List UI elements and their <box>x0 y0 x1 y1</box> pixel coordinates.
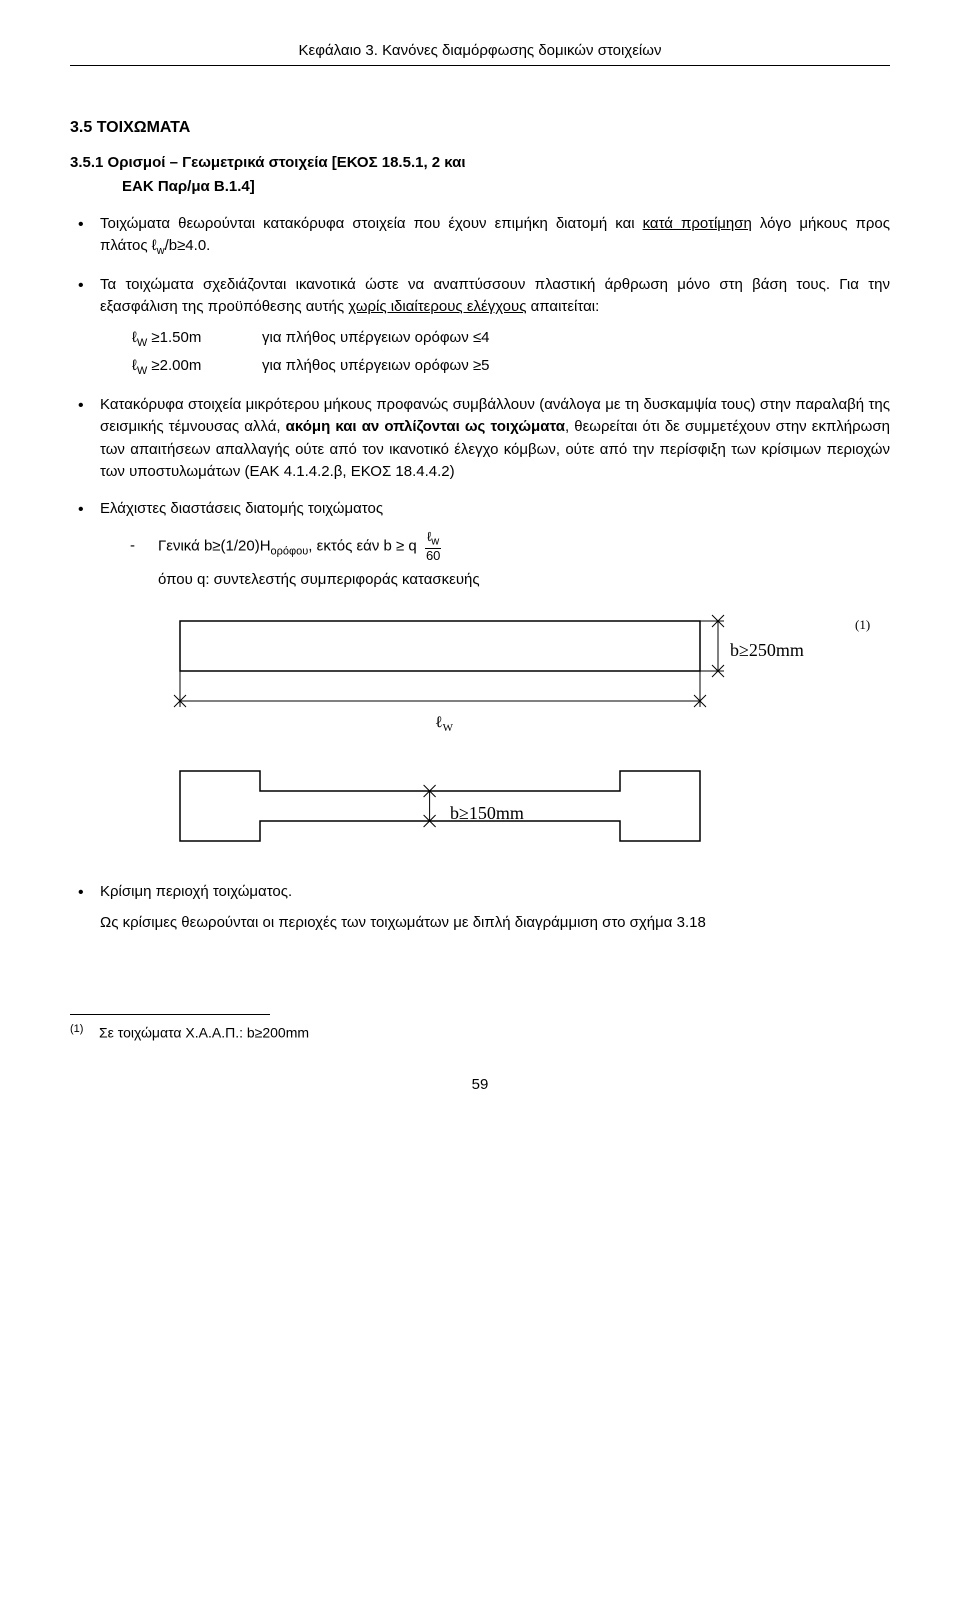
dash-subitem: - Γενικά b≥(1/20)Ηορόφου, εκτός εάν b ≥ … <box>130 530 890 563</box>
svg-text:(1): (1) <box>855 617 870 632</box>
condition-right: για πλήθος υπέργειων ορόφων ≤4 <box>262 327 890 352</box>
condition-row: ℓW ≥1.50m για πλήθος υπέργειων ορόφων ≤4 <box>132 327 890 352</box>
text: Γενικά b≥(1/20)Ηορόφου, εκτός εάν b ≥ q … <box>158 530 445 563</box>
text: Τοιχώματα θεωρούνται κατακόρυφα στοιχεία… <box>100 215 643 232</box>
bullet-item-1: Τοιχώματα θεωρούνται κατακόρυφα στοιχεία… <box>70 213 890 260</box>
footnote-marker: (1) <box>70 1023 83 1035</box>
footnote-rule <box>70 1014 270 1015</box>
bullet-item-3: Κατακόρυφα στοιχεία μικρότερου μήκους πρ… <box>70 394 890 484</box>
text: /b≥4.0. <box>165 237 211 254</box>
subsection-title: 3.5.1 Ορισμοί – Γεωμετρικά στοιχεία [ΕΚΟ… <box>70 152 890 175</box>
cross-section-rect-svg: b≥250mm (1) ℓW <box>140 611 900 741</box>
bullet-item-2: Τα τοιχώματα σχεδιάζονται ικανοτικά ώστε… <box>70 274 890 380</box>
bullet-item-5: Κρίσιμη περιοχή τοιχώματος. Ως κρίσιμες … <box>70 881 890 934</box>
page-number: 59 <box>70 1074 890 1097</box>
bullet-list: Τοιχώματα θεωρούνται κατακόρυφα στοιχεία… <box>70 213 890 935</box>
condition-table: ℓW ≥1.50m για πλήθος υπέργειων ορόφων ≤4… <box>132 327 890 380</box>
underlined-text: χωρίς ιδιαίτερους ελέγχους <box>348 298 526 315</box>
paragraph: Ως κρίσιμες θεωρούνται οι περιοχές των τ… <box>100 912 890 935</box>
dash-marker: - <box>130 535 158 558</box>
footnote-text: Σε τοιχώματα Χ.Α.Α.Π.: b≥200mm <box>99 1025 309 1041</box>
svg-text:ℓW: ℓW <box>435 714 454 734</box>
text: Κρίσιμη περιοχή τοιχώματος. <box>100 883 292 900</box>
condition-left: ℓW ≥2.00m <box>132 355 262 380</box>
fraction: ℓw 60 <box>424 530 442 563</box>
text: Ελάχιστες διαστάσεις διατομής τοιχώματος <box>100 500 383 517</box>
condition-row: ℓW ≥2.00m για πλήθος υπέργειων ορόφων ≥5 <box>132 355 890 380</box>
condition-right: για πλήθος υπέργειων ορόφων ≥5 <box>262 355 890 380</box>
svg-text:b≥250mm: b≥250mm <box>730 640 804 660</box>
bullet-item-4: Ελάχιστες διαστάσεις διατομής τοιχώματος… <box>70 498 890 862</box>
svg-text:b≥150mm: b≥150mm <box>450 803 524 823</box>
underlined-text: κατά προτίμηση <box>643 215 752 232</box>
subscript: w <box>157 245 165 257</box>
condition-left: ℓW ≥1.50m <box>132 327 262 352</box>
section-title: 3.5 ΤΟΙΧΩΜΑΤΑ <box>70 116 890 140</box>
footnote: (1) Σε τοιχώματα Χ.Α.Α.Π.: b≥200mm <box>70 1021 890 1044</box>
where-clause: όπου q: συντελεστής συμπεριφοράς κατασκε… <box>158 569 890 592</box>
chapter-header: Κεφάλαιο 3. Κανόνες διαμόρφωσης δομικών … <box>70 40 890 66</box>
subsection-title-line2: ΕΑΚ Παρ/μα Β.1.4] <box>122 176 890 199</box>
diagram-rectangle-section: b≥250mm (1) ℓW <box>140 611 890 741</box>
diagram-i-section: b≥150mm <box>140 761 890 861</box>
text: απαιτείται: <box>526 298 599 315</box>
bold-text: ακόμη και αν οπλίζονται ως τοιχώματα <box>286 418 565 435</box>
cross-section-i-svg: b≥150mm <box>140 761 900 861</box>
